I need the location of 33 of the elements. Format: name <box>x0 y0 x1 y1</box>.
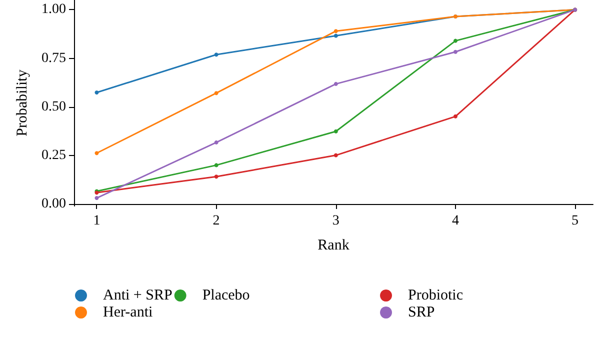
point <box>94 90 99 95</box>
point <box>214 52 218 57</box>
x-tick-label: 4 <box>452 214 459 228</box>
legend-label: Anti + SRP <box>103 288 172 304</box>
point <box>334 34 338 38</box>
legend-label: Placebo <box>202 288 250 304</box>
x-tick-label: 1 <box>93 214 100 228</box>
point <box>334 29 338 34</box>
x-tick-label: 3 <box>332 214 340 228</box>
legend-label: Probiotic <box>408 288 464 304</box>
point <box>334 153 338 158</box>
point <box>453 114 458 118</box>
point <box>453 38 458 43</box>
point <box>214 140 218 144</box>
x-tick-label: 5 <box>572 214 579 228</box>
point <box>94 151 99 156</box>
x-tick-label: 2 <box>212 214 220 228</box>
legend-label: SRP <box>408 304 435 320</box>
y-tick-label: 0.00 <box>42 196 66 212</box>
legend-label: Her-anti <box>103 304 153 320</box>
point <box>214 91 218 96</box>
point <box>453 50 458 54</box>
x-axis-title: Rank <box>318 238 350 254</box>
y-axis-title: Probability <box>14 69 30 136</box>
y-tick-label: 1.00 <box>42 2 66 18</box>
point <box>214 174 218 179</box>
point <box>94 196 99 200</box>
y-tick-label: 0.50 <box>42 99 66 114</box>
point <box>334 129 338 134</box>
point <box>334 82 338 86</box>
y-tick-label: 0.75 <box>42 50 66 66</box>
y-tick-label: 0.25 <box>42 148 66 163</box>
point <box>214 163 218 168</box>
